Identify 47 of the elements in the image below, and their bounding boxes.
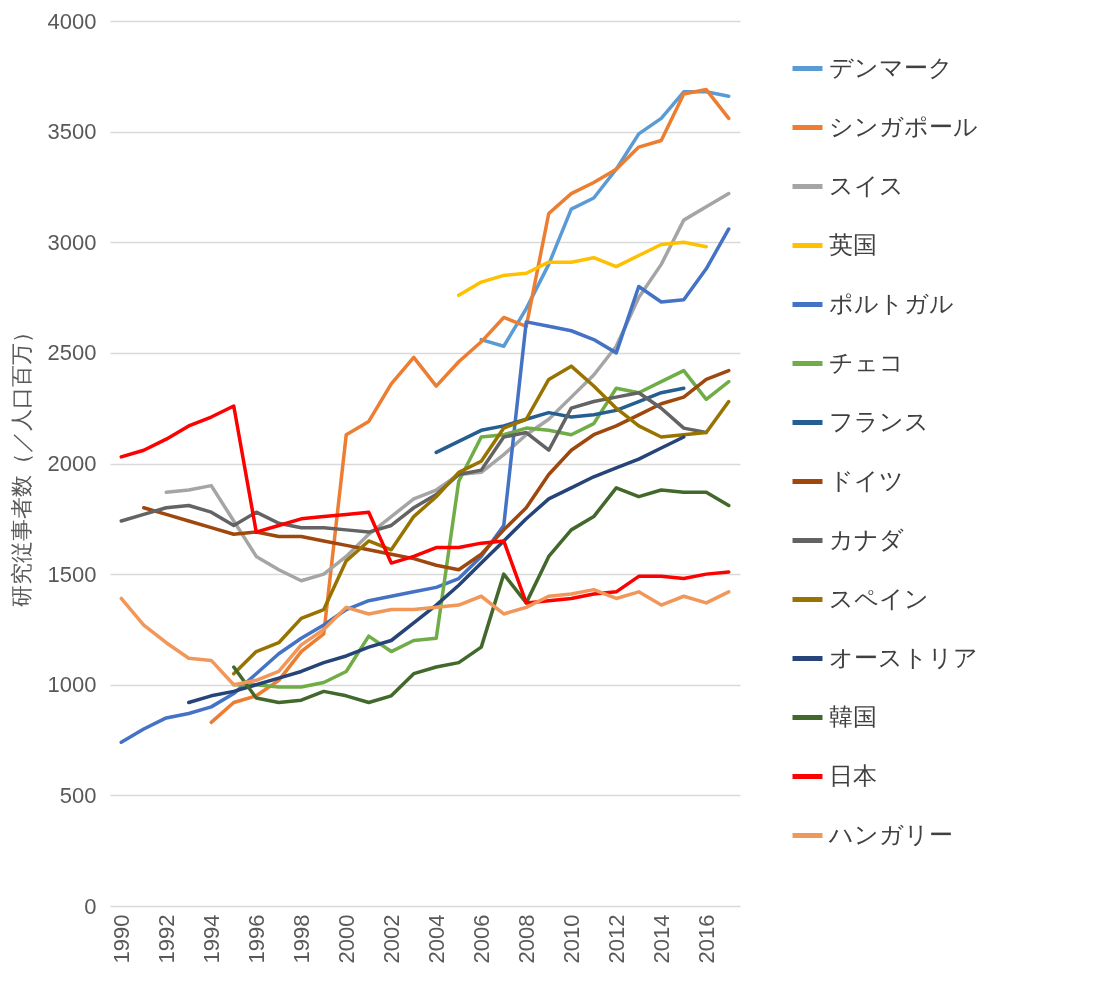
line-series [119, 404, 731, 605]
x-tick-label: 2016 [693, 914, 719, 964]
y-tick-label: 1000 [47, 672, 97, 698]
y-tick-label: 3500 [47, 119, 97, 145]
y-tick-label: 1500 [47, 561, 97, 587]
line-series [187, 435, 686, 705]
y-tick-label: 2000 [47, 451, 97, 476]
legend-label: ポルトガル [829, 289, 954, 317]
legend-label: オーストリア [829, 643, 978, 671]
legend-label: スイス [829, 171, 904, 199]
x-tick-label: 1992 [153, 914, 179, 964]
x-tick-label: 2010 [558, 914, 584, 964]
x-tick-label: 2002 [378, 914, 404, 964]
legend-label: 英国 [829, 230, 877, 258]
legend-label: ドイツ [829, 466, 904, 494]
legend-label: フランス [829, 407, 929, 435]
legend-label: ハンガリー [828, 820, 953, 848]
x-tick-label: 2004 [423, 914, 449, 964]
y-tick-label: 0 [84, 893, 97, 919]
x-tick-label: 1998 [288, 914, 314, 964]
line-series [119, 587, 731, 687]
x-tick-label: 2014 [648, 914, 674, 964]
legend-label: 日本 [829, 761, 877, 789]
y-tick-label: 500 [59, 782, 97, 808]
y-tick-label: 4000 [47, 8, 97, 34]
x-tick-label: 2012 [603, 914, 629, 964]
legend-label: カナダ [829, 525, 904, 553]
y-axis-title: 研究従事者数（／人口百万） [8, 321, 34, 607]
x-tick-label: 2008 [513, 914, 539, 964]
x-tick-label: 2000 [333, 914, 359, 964]
line-series [119, 227, 731, 745]
legend-label: スペイン [829, 584, 929, 612]
x-tick-label: 1994 [198, 914, 224, 964]
y-tick-label: 3000 [47, 229, 97, 255]
line-series [142, 368, 731, 572]
legend-label: チェコ [829, 348, 904, 376]
legend-label: デンマーク [829, 53, 953, 81]
x-tick-label: 1996 [243, 914, 269, 964]
line-series [209, 87, 731, 725]
line-series [232, 486, 731, 705]
y-tick-label: 2500 [47, 340, 97, 366]
legend-label: 韓国 [829, 702, 877, 730]
line-series [457, 240, 708, 298]
legend-label: シンガポール [829, 112, 978, 140]
x-tick-label: 1990 [108, 914, 134, 964]
line-series [119, 390, 708, 534]
x-tick-label: 2006 [468, 914, 494, 964]
